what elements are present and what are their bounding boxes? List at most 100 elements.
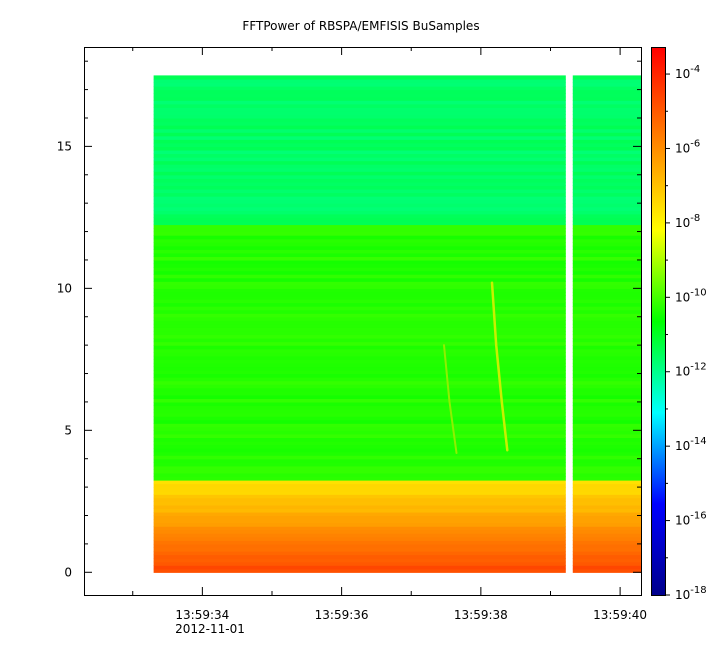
heatmap-row — [572, 515, 641, 520]
heatmap-row — [572, 164, 641, 169]
heatmap-row — [153, 433, 566, 439]
heatmap-row — [153, 444, 566, 449]
heatmap-row — [153, 217, 566, 222]
heatmap-row — [572, 398, 641, 403]
heatmap-row — [572, 259, 641, 265]
x-tick-label: 13:59:40 — [593, 608, 647, 622]
heatmap-row — [572, 519, 641, 524]
heatmap-row — [572, 338, 641, 343]
heatmap-row — [572, 341, 641, 346]
heatmap-row — [153, 210, 566, 215]
heatmap-row — [153, 196, 566, 201]
heatmap-row — [153, 451, 566, 456]
x-tick-label: 13:59:38 — [454, 608, 508, 622]
heatmap-row — [572, 298, 641, 304]
heatmap-row — [572, 369, 641, 375]
heatmap-row — [153, 352, 566, 357]
heatmap-row — [572, 295, 641, 300]
heatmap-row — [153, 93, 566, 98]
heatmap-row — [572, 522, 641, 527]
heatmap-row — [572, 494, 641, 499]
heatmap-row — [153, 508, 566, 513]
heatmap-row — [572, 561, 641, 566]
heatmap-row — [572, 330, 641, 336]
heatmap-row — [572, 228, 641, 233]
heatmap-row — [153, 345, 566, 350]
heatmap-row — [572, 405, 641, 410]
heatmap-row — [572, 217, 641, 222]
heatmap-row — [572, 458, 641, 463]
colorbar-gradient — [652, 48, 665, 595]
heatmap-row — [153, 515, 566, 520]
heatmap-row — [572, 139, 641, 144]
heatmap-row — [572, 373, 641, 378]
heatmap-row — [572, 89, 641, 94]
colorbar-tick-label: 10-16 — [675, 511, 707, 528]
heatmap-row — [572, 185, 641, 190]
heatmap-row — [572, 245, 641, 250]
heatmap-row — [572, 284, 641, 289]
y-tick-label: 0 — [64, 565, 72, 579]
heatmap-row — [572, 508, 641, 513]
heatmap-row — [572, 93, 641, 98]
heatmap-row — [153, 100, 566, 105]
heatmap-row — [572, 384, 641, 389]
heatmap-row — [572, 359, 641, 364]
heatmap-row — [153, 511, 566, 517]
heatmap-row — [153, 96, 566, 101]
heatmap-row — [153, 426, 566, 431]
heatmap-row — [153, 228, 566, 233]
heatmap-row — [572, 490, 641, 495]
heatmap-row — [153, 178, 566, 183]
heatmap-row — [153, 494, 566, 499]
heatmap-row — [572, 437, 641, 442]
heatmap-row — [153, 135, 566, 140]
heatmap-row — [572, 263, 641, 268]
heatmap-row — [572, 316, 641, 321]
heatmap-row — [153, 174, 566, 179]
heatmap-row — [572, 430, 641, 435]
heatmap-row — [572, 157, 641, 162]
heatmap-row — [572, 480, 641, 485]
heatmap-row — [153, 359, 566, 364]
heatmap-row — [572, 252, 641, 258]
y-tick-label: 10 — [57, 281, 72, 295]
heatmap-row — [572, 313, 641, 318]
heatmap-row — [153, 149, 566, 155]
heatmap-row — [572, 256, 641, 261]
heatmap-row — [153, 348, 566, 353]
colorbar-tick-label: 10-12 — [675, 362, 707, 379]
heatmap-row — [572, 362, 641, 368]
heatmap-row — [572, 394, 641, 399]
heatmap-row — [572, 235, 641, 240]
heatmap-row — [572, 465, 641, 470]
heatmap-row — [153, 302, 566, 307]
heatmap-row — [153, 89, 566, 94]
heatmap-row — [572, 78, 641, 84]
heatmap-row — [153, 455, 566, 460]
heatmap-row — [572, 568, 641, 573]
heatmap-row — [153, 440, 566, 446]
heatmap-row — [153, 185, 566, 190]
heatmap-row — [572, 511, 641, 517]
heatmap-row — [153, 291, 566, 297]
heatmap-row — [153, 401, 566, 407]
heatmap-row — [153, 462, 566, 467]
heatmap-row — [572, 323, 641, 328]
heatmap-row — [572, 224, 641, 229]
colorbar-ticks: 10-4 10-6 10-8 10-10 10-12 10-14 10-16 10-18 — [665, 64, 707, 602]
heatmap-row — [153, 86, 566, 91]
heatmap-row — [153, 139, 566, 144]
heatmap-row — [153, 238, 566, 243]
heatmap-row — [153, 561, 566, 566]
heatmap-row — [153, 117, 566, 123]
heatmap-row — [572, 288, 641, 293]
heatmap-row — [153, 153, 566, 158]
heatmap-row — [572, 540, 641, 545]
heatmap-row — [572, 192, 641, 197]
heatmap-row — [153, 380, 566, 385]
heatmap-row — [153, 316, 566, 321]
heatmap-row — [153, 199, 566, 204]
heatmap-row — [153, 242, 566, 247]
heatmap-row — [572, 199, 641, 204]
